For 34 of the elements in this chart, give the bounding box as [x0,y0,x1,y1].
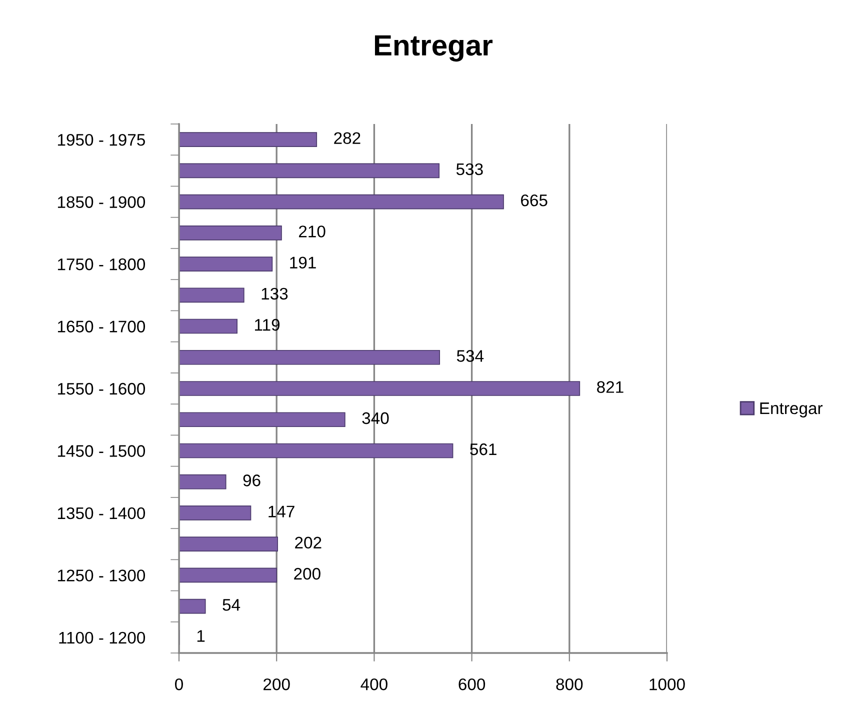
y-tick-label: 1250 - 1300 [58,570,146,582]
data-label: 533 [456,163,483,176]
data-label: 534 [456,350,484,362]
y-tick-label: 1100 - 1200 [59,632,146,644]
y-tick-label: 1350 - 1400 [58,507,146,520]
data-label: 202 [295,536,322,549]
data-label: 210 [298,226,326,238]
legend-label: Entregar [760,402,823,418]
x-tick-label: 0 [175,678,183,690]
data-label: 282 [334,132,360,144]
y-tick-label: 1850 - 1900 [58,196,146,208]
data-label: 561 [470,443,496,456]
data-label: 340 [362,412,389,424]
data-label: 191 [290,256,316,269]
x-tick-label: 1000 [650,678,685,690]
chart-title: Entregar [374,35,493,62]
x-tick-label: 600 [458,678,486,690]
y-tick-label: 1650 - 1700 [58,320,146,332]
y-tick-label: 1750 - 1800 [58,258,146,270]
y-tick-label: 1450 - 1500 [58,445,146,457]
data-label: 821 [597,381,624,393]
data-label: 96 [243,474,260,486]
data-label: 147 [268,506,294,518]
y-tick-label: 1950 - 1975 [58,134,145,146]
x-tick-label: 200 [264,678,290,690]
y-tick-label: 1550 - 1600 [58,382,146,395]
x-tick-label: 400 [360,678,388,690]
data-label: 200 [294,568,320,580]
data-label: 54 [222,599,240,611]
data-label: 133 [262,288,288,300]
data-label: 1 [197,630,205,642]
data-label: 119 [255,318,280,331]
x-tick-label: 800 [556,678,583,690]
data-label: 665 [521,194,548,206]
